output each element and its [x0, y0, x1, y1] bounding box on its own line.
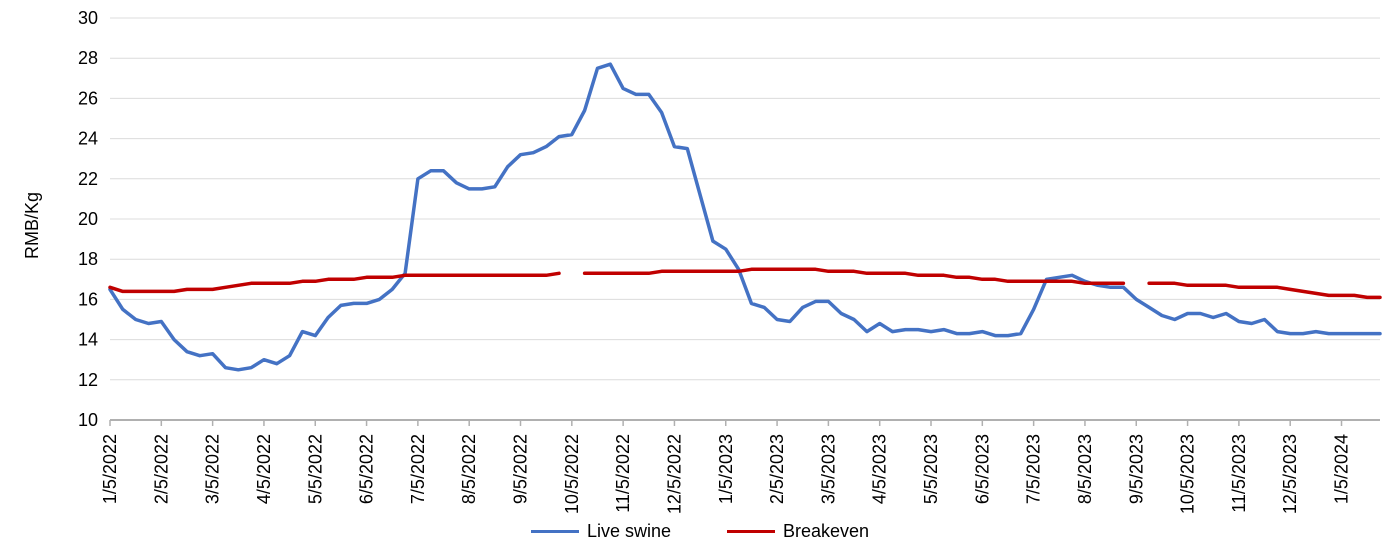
svg-text:1/5/2022: 1/5/2022 — [100, 434, 120, 504]
svg-text:9/5/2023: 9/5/2023 — [1126, 434, 1146, 504]
svg-text:12/5/2022: 12/5/2022 — [664, 434, 684, 514]
svg-text:8/5/2023: 8/5/2023 — [1075, 434, 1095, 504]
svg-text:2/5/2023: 2/5/2023 — [767, 434, 787, 504]
svg-text:6/5/2022: 6/5/2022 — [357, 434, 377, 504]
swine-price-chart: RMB/Kg 10 12 14 16 18 20 22 24 26 28 30 1/5/2022 2/5… — [0, 0, 1400, 552]
legend: Live swine Breakeven — [0, 520, 1400, 542]
svg-text:24: 24 — [78, 129, 98, 149]
svg-text:30: 30 — [78, 8, 98, 28]
svg-text:11/5/2023: 11/5/2023 — [1229, 434, 1249, 513]
svg-text:5/5/2022: 5/5/2022 — [305, 434, 325, 504]
svg-text:18: 18 — [78, 249, 98, 269]
svg-text:1/5/2024: 1/5/2024 — [1332, 434, 1352, 504]
svg-text:4/5/2023: 4/5/2023 — [870, 434, 890, 504]
svg-text:1/5/2023: 1/5/2023 — [716, 434, 736, 504]
svg-text:3/5/2023: 3/5/2023 — [818, 434, 838, 504]
svg-text:20: 20 — [78, 209, 98, 229]
svg-text:4/5/2022: 4/5/2022 — [254, 434, 274, 504]
svg-text:2/5/2022: 2/5/2022 — [151, 434, 171, 504]
svg-text:12: 12 — [78, 370, 98, 390]
svg-text:28: 28 — [78, 48, 98, 68]
legend-swatch — [531, 530, 579, 533]
svg-text:5/5/2023: 5/5/2023 — [921, 434, 941, 504]
svg-text:3/5/2022: 3/5/2022 — [203, 434, 223, 504]
svg-text:16: 16 — [78, 289, 98, 309]
svg-text:8/5/2022: 8/5/2022 — [459, 434, 479, 504]
svg-text:7/5/2023: 7/5/2023 — [1024, 434, 1044, 504]
chart-canvas: 10 12 14 16 18 20 22 24 26 28 30 1/5/2022 2/5/2022 3/… — [0, 0, 1400, 552]
legend-item: Live swine — [531, 521, 671, 542]
svg-text:10/5/2022: 10/5/2022 — [562, 434, 582, 514]
svg-text:22: 22 — [78, 169, 98, 189]
legend-label: Live swine — [587, 521, 671, 542]
svg-text:26: 26 — [78, 88, 98, 108]
svg-text:10: 10 — [78, 410, 98, 430]
svg-text:10/5/2023: 10/5/2023 — [1178, 434, 1198, 514]
svg-text:9/5/2022: 9/5/2022 — [511, 434, 531, 504]
legend-label: Breakeven — [783, 521, 869, 542]
legend-item: Breakeven — [727, 521, 869, 542]
legend-swatch — [727, 530, 775, 533]
svg-text:6/5/2023: 6/5/2023 — [972, 434, 992, 504]
y-axis-label: RMB/Kg — [22, 192, 43, 259]
svg-text:11/5/2022: 11/5/2022 — [613, 434, 633, 513]
svg-text:14: 14 — [78, 330, 98, 350]
svg-text:12/5/2023: 12/5/2023 — [1280, 434, 1300, 514]
svg-text:7/5/2022: 7/5/2022 — [408, 434, 428, 504]
